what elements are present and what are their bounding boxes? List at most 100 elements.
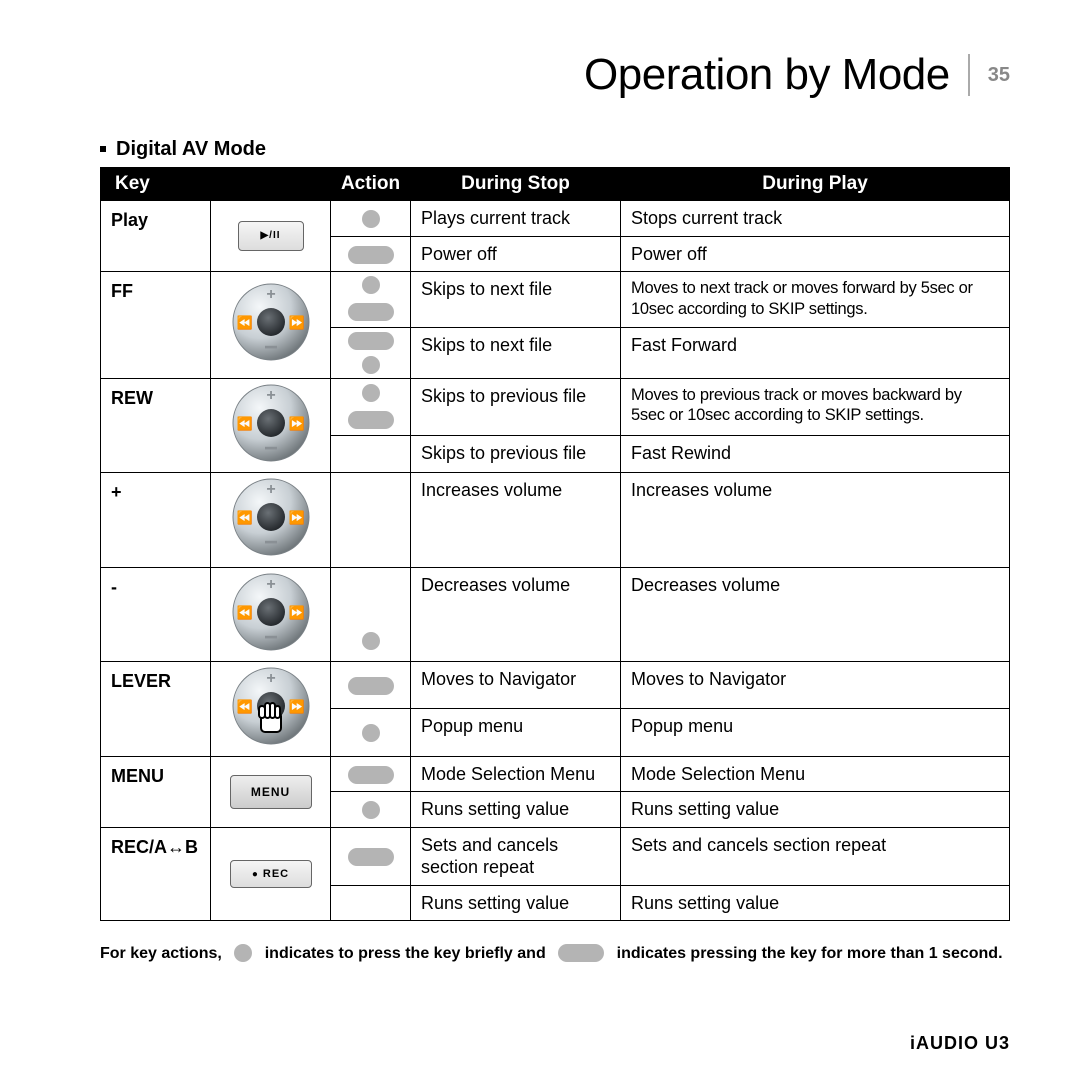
page-header: Operation by Mode 35 xyxy=(100,50,1010,100)
long-press-icon xyxy=(348,411,394,429)
cell-stop: Runs setting value xyxy=(411,885,621,921)
rec-button-icon: REC xyxy=(230,860,312,888)
cell-stop: Plays current track xyxy=(411,201,621,237)
cell-play: Moves to Navigator xyxy=(621,662,1010,709)
cell-stop: Skips to previous file xyxy=(411,436,621,473)
cell-stop: Mode Selection Menu xyxy=(411,756,621,792)
action-cell xyxy=(331,662,411,709)
cell-play: Increases volume xyxy=(621,473,1010,568)
table-row: - Decreases volume Decreases volume xyxy=(101,567,1010,662)
jog-dial-icon xyxy=(231,572,311,652)
short-press-icon xyxy=(362,210,380,228)
key-label: Play xyxy=(101,201,211,272)
section-subheading-text: Digital AV Mode xyxy=(116,138,266,160)
long-press-icon xyxy=(348,848,394,866)
long-press-icon xyxy=(348,766,394,784)
short-press-icon xyxy=(362,384,380,402)
page-number: 35 xyxy=(988,64,1010,87)
table-row: REC/A↔B REC Sets and cancels section rep… xyxy=(101,827,1010,885)
key-image xyxy=(211,378,331,473)
action-cell xyxy=(331,378,411,436)
key-label: REW xyxy=(101,378,211,473)
long-press-icon xyxy=(348,677,394,695)
header-title: Operation by Mode xyxy=(584,50,950,100)
play-pause-button-icon: ▶/II xyxy=(238,221,304,251)
short-press-icon xyxy=(362,632,380,650)
cell-play: Sets and cancels section repeat xyxy=(621,827,1010,885)
cell-stop: Skips to next file xyxy=(411,327,621,378)
table-row: FF Skips to next file Moves to next trac… xyxy=(101,272,1010,328)
bullet-icon xyxy=(100,146,106,152)
table-row: REW Skips to previous file Moves to prev… xyxy=(101,378,1010,436)
cell-stop: Sets and cancels section repeat xyxy=(411,827,621,885)
section-subheading: Digital AV Mode xyxy=(100,138,1010,161)
cell-play: Power off xyxy=(621,236,1010,272)
th-play: During Play xyxy=(621,168,1010,201)
cell-stop: Skips to previous file xyxy=(411,378,621,436)
key-image: MENU xyxy=(211,756,331,827)
cell-play: Runs setting value xyxy=(621,792,1010,828)
cell-play: Moves to next track or moves forward by … xyxy=(621,272,1010,328)
key-label: REC/A↔B xyxy=(101,827,211,921)
cell-play: Fast Rewind xyxy=(621,436,1010,473)
action-cell xyxy=(331,236,411,272)
action-cell xyxy=(331,567,411,662)
cell-stop: Popup menu xyxy=(411,709,621,756)
short-press-icon xyxy=(362,724,380,742)
th-action: Action xyxy=(331,168,411,201)
key-image xyxy=(211,473,331,568)
long-press-icon xyxy=(348,303,394,321)
key-label: LEVER xyxy=(101,662,211,757)
cell-stop: Skips to next file xyxy=(411,272,621,328)
key-image xyxy=(211,662,331,757)
jog-dial-icon xyxy=(231,282,311,362)
action-cell xyxy=(331,709,411,756)
short-press-icon xyxy=(362,801,380,819)
long-press-icon xyxy=(558,944,604,962)
action-cell xyxy=(331,827,411,885)
action-cell xyxy=(331,201,411,237)
table-header-row: Key Action During Stop During Play xyxy=(101,168,1010,201)
action-cell xyxy=(331,885,411,921)
key-image: ▶/II xyxy=(211,201,331,272)
action-cell xyxy=(331,436,411,473)
table-row: Play ▶/II Plays current track Stops curr… xyxy=(101,201,1010,237)
cell-stop: Increases volume xyxy=(411,473,621,568)
long-press-icon xyxy=(348,246,394,264)
key-label: FF xyxy=(101,272,211,379)
action-cell xyxy=(331,272,411,328)
cell-stop: Decreases volume xyxy=(411,567,621,662)
jog-dial-press-icon xyxy=(231,666,311,746)
cell-play: Fast Forward xyxy=(621,327,1010,378)
footnote-part3: indicates pressing the key for more than… xyxy=(617,945,1003,962)
key-image xyxy=(211,272,331,379)
cell-play: Mode Selection Menu xyxy=(621,756,1010,792)
footnote-part1: For key actions, xyxy=(100,945,222,962)
table-row: LEVER Moves to Navigator Moves to Naviga… xyxy=(101,662,1010,709)
key-label: MENU xyxy=(101,756,211,827)
action-cell xyxy=(331,473,411,568)
action-cell xyxy=(331,327,411,378)
short-press-icon xyxy=(234,944,252,962)
key-image: REC xyxy=(211,827,331,921)
key-label: + xyxy=(101,473,211,568)
table-row: + Increases volume Increases volume xyxy=(101,473,1010,568)
cell-play: Popup menu xyxy=(621,709,1010,756)
action-cell xyxy=(331,792,411,828)
cell-stop: Power off xyxy=(411,236,621,272)
jog-dial-icon xyxy=(231,477,311,557)
key-image xyxy=(211,567,331,662)
menu-button-icon: MENU xyxy=(230,775,312,809)
table-row: MENU MENU Mode Selection Menu Mode Selec… xyxy=(101,756,1010,792)
th-stop: During Stop xyxy=(411,168,621,201)
footer-brand: iAUDIO U3 xyxy=(910,1033,1010,1054)
key-label: - xyxy=(101,567,211,662)
divider xyxy=(968,54,970,96)
cell-play: Moves to previous track or moves backwar… xyxy=(621,378,1010,436)
cell-play: Stops current track xyxy=(621,201,1010,237)
short-press-icon xyxy=(362,276,380,294)
jog-dial-icon xyxy=(231,383,311,463)
cell-stop: Runs setting value xyxy=(411,792,621,828)
long-then-short-icon xyxy=(348,332,394,374)
cell-stop: Moves to Navigator xyxy=(411,662,621,709)
